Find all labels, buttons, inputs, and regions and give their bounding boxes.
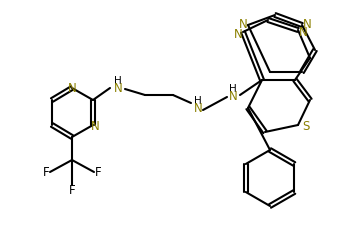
Text: N: N xyxy=(234,27,242,40)
Text: H: H xyxy=(194,96,202,106)
Text: H: H xyxy=(114,76,122,86)
Text: N: N xyxy=(303,18,312,31)
Text: H: H xyxy=(229,84,237,94)
Text: N: N xyxy=(239,18,247,31)
Text: N: N xyxy=(114,82,122,95)
Text: N: N xyxy=(229,91,238,103)
Text: F: F xyxy=(69,183,75,197)
Text: N: N xyxy=(91,119,99,133)
Text: N: N xyxy=(299,25,307,39)
Text: N: N xyxy=(68,82,77,94)
Text: S: S xyxy=(302,121,310,134)
Text: F: F xyxy=(95,165,101,179)
Text: N: N xyxy=(193,103,203,116)
Text: F: F xyxy=(43,165,49,179)
